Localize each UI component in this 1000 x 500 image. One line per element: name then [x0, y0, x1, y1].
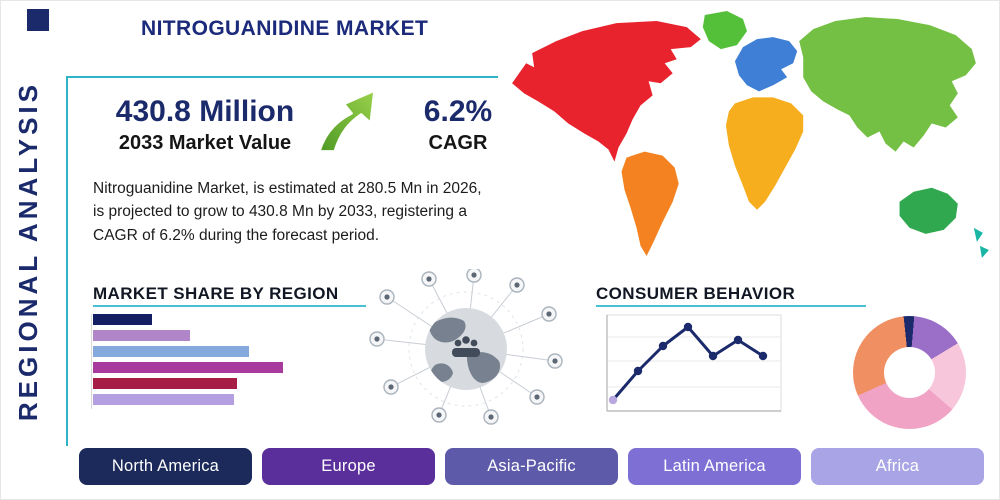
consumer-behavior-chart	[606, 314, 782, 412]
continent-africa	[725, 97, 804, 210]
line-point-3	[683, 322, 693, 332]
side-label-text: REGIONAL ANALYSIS	[13, 80, 43, 422]
line-point-2	[658, 341, 668, 351]
bar-segment-5	[93, 394, 234, 405]
region-button-north-america[interactable]: North America	[79, 448, 252, 485]
consumer-behavior-title: CONSUMER BEHAVIOR	[596, 284, 796, 303]
donut-chart	[853, 316, 966, 429]
side-label: REGIONAL ANALYSIS	[13, 1, 44, 499]
bar-segment-1	[93, 330, 190, 341]
corner-accent-square	[27, 9, 49, 31]
cagr-label: CAGR	[428, 132, 488, 154]
region-button-europe[interactable]: Europe	[262, 448, 435, 485]
region-buttons: North America Europe Asia-Pacific Latin Ame…	[79, 448, 984, 485]
line-point-0	[608, 395, 618, 405]
market-share-title: MARKET SHARE BY REGION	[93, 284, 339, 303]
cagr-block: 6.2% CAGR	[399, 95, 517, 155]
market-value: 430.8 Million	[115, 95, 295, 128]
region-button-asia-pacific[interactable]: Asia-Pacific	[445, 448, 618, 485]
line-point-4	[708, 351, 718, 361]
market-description: Nitroguanidine Market, is estimated at 2…	[93, 180, 482, 244]
line-point-1	[633, 366, 643, 376]
consumer-behavior-underline	[596, 305, 866, 307]
continent-south-america	[621, 151, 679, 256]
growth-arrow-icon	[318, 89, 376, 153]
market-value-label: 2033 Market Value	[118, 132, 292, 154]
world-map	[512, 11, 989, 258]
page-title: NITROGUANIDINE MARKET	[141, 17, 429, 40]
bar-segment-0	[93, 314, 152, 325]
bar-chart	[91, 314, 293, 410]
market-share-underline	[93, 305, 366, 307]
cagr-value: 6.2%	[423, 95, 493, 128]
region-button-latin-america[interactable]: Latin America	[628, 448, 801, 485]
bar-segment-2	[93, 346, 249, 357]
bar-segment-4	[93, 378, 237, 389]
continent-north-america	[512, 21, 701, 162]
stat-panel-frame	[66, 76, 498, 446]
line-point-5	[733, 335, 743, 345]
continent-greenland	[702, 11, 747, 50]
globe-network-graphic	[369, 269, 563, 425]
continent-europe	[734, 37, 798, 92]
region-button-africa[interactable]: Africa	[811, 448, 984, 485]
market-value-block: 430.8 Million 2033 Market Value	[96, 95, 314, 155]
bar-chart-axis	[91, 314, 92, 409]
continent-australia	[899, 187, 958, 234]
continent-asia	[799, 17, 976, 152]
continent-new-zealand	[973, 227, 989, 258]
bar-segment-3	[93, 362, 283, 373]
line-point-6	[758, 351, 768, 361]
